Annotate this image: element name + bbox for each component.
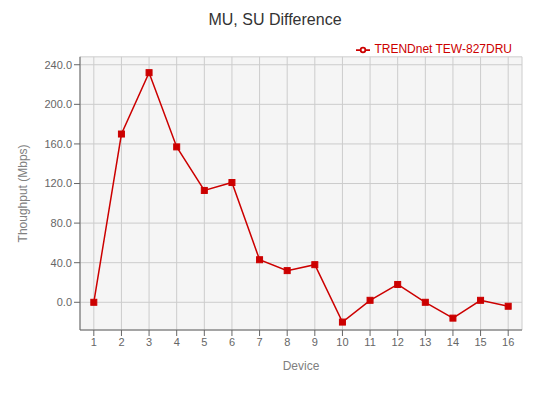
svg-text:9: 9 bbox=[312, 336, 318, 348]
svg-text:11: 11 bbox=[364, 336, 375, 348]
svg-text:40.0: 40.0 bbox=[51, 257, 72, 269]
svg-text:80.0: 80.0 bbox=[51, 217, 72, 229]
svg-text:120.0: 120.0 bbox=[44, 177, 72, 189]
svg-text:Device: Device bbox=[283, 359, 320, 373]
html-text:MU, SU Difference: MU, SU Difference bbox=[208, 11, 342, 28]
svg-text:14: 14 bbox=[447, 336, 459, 348]
svg-text:2: 2 bbox=[118, 336, 124, 348]
html-text:TRENDnet TEW-827DRU: TRENDnet TEW-827DRU bbox=[374, 42, 512, 56]
svg-text:13: 13 bbox=[419, 336, 431, 348]
svg-text:200.0: 200.0 bbox=[44, 98, 72, 110]
svg-text:16: 16 bbox=[502, 336, 514, 348]
svg-text:10: 10 bbox=[336, 336, 348, 348]
svg-text:240.0: 240.0 bbox=[44, 59, 72, 71]
svg-text:Thoughput (Mbps): Thoughput (Mbps) bbox=[16, 144, 30, 242]
svg-text:4: 4 bbox=[174, 336, 180, 348]
svg-text:8: 8 bbox=[284, 336, 290, 348]
svg-text:7: 7 bbox=[257, 336, 263, 348]
svg-text:1: 1 bbox=[91, 336, 97, 348]
svg-text:6: 6 bbox=[229, 336, 235, 348]
svg-text:0.0: 0.0 bbox=[57, 296, 72, 308]
svg-text:3: 3 bbox=[146, 336, 152, 348]
svg-text:12: 12 bbox=[392, 336, 404, 348]
svg-text:5: 5 bbox=[201, 336, 207, 348]
svg-text:160.0: 160.0 bbox=[44, 138, 72, 150]
svg-text:15: 15 bbox=[474, 336, 486, 348]
